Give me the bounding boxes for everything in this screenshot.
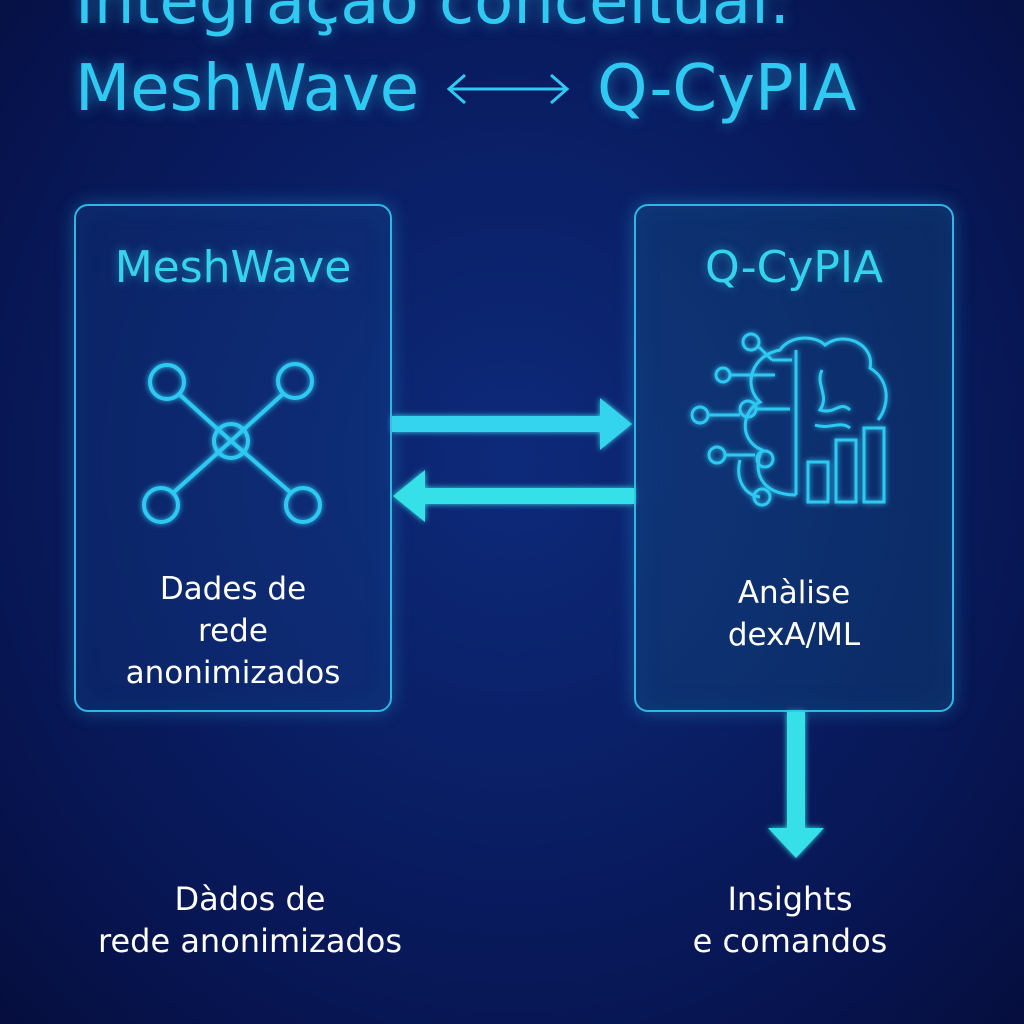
caption-line: e comandos — [692, 922, 888, 960]
caption-line: Insights — [727, 880, 853, 918]
arrow-to-meshwave — [393, 470, 634, 522]
title-line-1: Integração conceitual: — [75, 0, 791, 39]
arrow-to-insights — [768, 712, 824, 858]
double-arrow-icon — [446, 73, 570, 105]
title-line-2: MeshWave Q-CyPIA — [75, 48, 935, 130]
text-line: dexA/ML — [727, 617, 861, 653]
qcypia-panel-title: Q-CyPIA — [704, 242, 884, 293]
insights-caption: Insights e comandos — [620, 878, 960, 962]
text-line: Dades de — [159, 571, 307, 607]
caption-line: rede anonimizados — [98, 922, 402, 960]
caption-line: Dàdos de — [174, 880, 326, 918]
text-line: Anàlise — [737, 575, 851, 611]
meshwave-panel-title: MeshWave — [114, 242, 352, 293]
title-qcypia: Q-CyPIA — [597, 52, 857, 126]
qcypia-panel-text: Anàlise dexA/ML — [634, 572, 954, 656]
meshwave-panel-text: Dades de rede anonimizados — [74, 568, 392, 694]
network-hub-icon — [142, 362, 322, 524]
meshwave-output-caption: Dàdos de rede anonimizados — [40, 878, 460, 962]
title-meshwave: MeshWave — [75, 52, 420, 126]
ai-brain-chart-icon — [690, 332, 888, 507]
arrow-to-qcypia — [392, 398, 632, 450]
text-line: anonimizados — [125, 655, 341, 691]
text-line: rede — [198, 613, 268, 649]
qcypia-panel: Q-CyPIA — [634, 204, 954, 712]
